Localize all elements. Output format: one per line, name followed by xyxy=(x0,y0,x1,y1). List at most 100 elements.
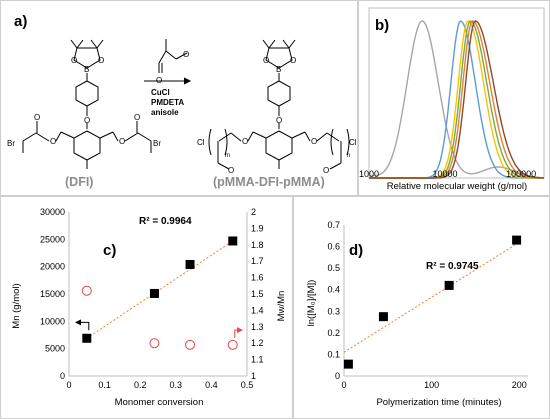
mn-conversion-chart: 0 0.1 0.2 0.3 0.4 0.5 0 5000 10000 15000 20000 2500… xyxy=(11,207,287,408)
kinetics-chart: 0 100 200 0 0.1 0.2 0.3 0.4 0.5 0.6 0.7 R² = 0.974… xyxy=(306,220,528,408)
y-right-tick-label: 1.9 xyxy=(251,223,264,233)
atom-label: Br xyxy=(7,139,15,148)
atom-label: O xyxy=(183,50,189,59)
atom-label: O xyxy=(263,56,269,65)
y-tick-label: 0.5 xyxy=(327,263,340,273)
y-right-tick-label: 1.5 xyxy=(251,289,264,299)
y-left-tick-label: 20000 xyxy=(40,262,65,272)
r2-label: R² = 0.9964 xyxy=(139,216,192,227)
y-left-tick-label: 25000 xyxy=(40,234,65,244)
data-point xyxy=(444,280,454,290)
x-tick-label: 1000 xyxy=(359,169,379,179)
atom-label: O xyxy=(34,113,40,122)
panel-d-label: d) xyxy=(349,242,364,259)
x-axis-title: Polymerization time (minutes) xyxy=(376,397,501,408)
mn-point xyxy=(228,236,238,246)
x-tick-label: 200 xyxy=(512,380,527,390)
y-tick-label: 0.2 xyxy=(327,328,340,338)
y-right-tick-label: 1.2 xyxy=(251,338,264,348)
x-tick-label: 100000 xyxy=(506,169,536,179)
y-tick-label: 0.4 xyxy=(327,285,340,295)
atom-label: O xyxy=(98,56,104,65)
atom-label: O xyxy=(323,166,329,175)
data-point xyxy=(343,359,353,369)
y-tick-label: 0.1 xyxy=(327,349,340,359)
panel-a: a) xyxy=(0,0,358,196)
atom-label: O xyxy=(50,137,56,146)
panel-a-label: a) xyxy=(14,13,28,30)
r2-label: R² = 0.9745 xyxy=(426,261,479,272)
reagent-cucl: CuCl xyxy=(151,88,170,97)
y-left-tick-label: 0 xyxy=(60,371,65,381)
atom-label: O xyxy=(134,113,140,122)
y-tick-label: 0.3 xyxy=(327,306,340,316)
mn-point xyxy=(149,288,159,298)
atom-label: O xyxy=(228,166,234,175)
y-right-tick-label: 1.4 xyxy=(251,305,264,315)
reagent-anisole: anisole xyxy=(151,108,179,117)
reaction-arrow xyxy=(144,39,192,85)
trend-line xyxy=(86,240,234,339)
atom-label: B xyxy=(84,65,89,74)
y-right-tick-label: 2 xyxy=(251,207,256,217)
pdi-point xyxy=(81,285,92,296)
y-left-tick-label: 15000 xyxy=(40,289,65,299)
atom-label: O xyxy=(276,116,282,125)
pmma-dfi-pmma-name: (pMMA-DFI-pMMA) xyxy=(213,175,325,189)
gpc-curve xyxy=(369,20,544,179)
y-right-tick-label: 1.7 xyxy=(251,256,264,266)
pdi-point xyxy=(185,339,196,350)
y-right-axis-title: Mw/Mn xyxy=(276,291,287,322)
dfi-structure xyxy=(22,39,152,169)
subscript-n: n xyxy=(347,153,350,159)
atom-label: Br xyxy=(153,139,161,148)
atom-label: O xyxy=(242,137,248,146)
y-right-tick-label: 1.6 xyxy=(251,273,264,283)
atom-label: O xyxy=(71,56,77,65)
x-tick-label: 0.4 xyxy=(205,380,218,390)
gpc-chart: 1000 10000 100000 Relative molecular weigh… xyxy=(359,7,545,192)
right-axis-arrowhead xyxy=(237,327,243,334)
x-axis-title: Relative molecular weight (g/mol) xyxy=(387,181,527,192)
panel-c-label: c) xyxy=(103,242,117,259)
y-left-tick-label: 10000 xyxy=(40,316,65,326)
atom-label: O xyxy=(84,116,90,125)
reagent-pmdeta: PMDETA xyxy=(151,98,184,107)
x-tick-label: 0.3 xyxy=(170,380,183,390)
x-tick-label: 0.5 xyxy=(241,380,254,390)
plot-frame xyxy=(368,7,545,179)
data-point xyxy=(378,312,388,322)
panel-d: 0 100 200 0 0.1 0.2 0.3 0.4 0.5 0.6 0.7 R² = 0.974… xyxy=(293,196,550,419)
x-tick-label: 0.1 xyxy=(98,380,111,390)
data-point xyxy=(512,235,522,245)
y-axis-title: ln([M₀]/[M]) xyxy=(306,280,317,327)
atom-label: O xyxy=(156,76,162,85)
y-tick-label: 0 xyxy=(335,371,340,381)
subscript-m: m xyxy=(225,153,230,159)
pmma-dfi-pmma-structure xyxy=(208,39,350,170)
atom-label: O xyxy=(119,137,125,146)
x-tick-label: 0 xyxy=(341,380,346,390)
y-left-tick-label: 30000 xyxy=(40,207,65,217)
pdi-point xyxy=(149,338,160,349)
y-left-tick-label: 5000 xyxy=(45,344,65,354)
atom-label: Cl xyxy=(197,138,205,147)
atom-label: B xyxy=(276,65,281,74)
y-tick-label: 0.6 xyxy=(327,242,340,252)
x-tick-label: 0 xyxy=(66,380,71,390)
gpc-curve xyxy=(368,20,545,179)
y-left-axis-title: Mn (g/mol) xyxy=(11,283,22,328)
x-tick-label: 0.2 xyxy=(134,380,147,390)
x-tick-label: 100 xyxy=(424,380,439,390)
panel-b-label: b) xyxy=(375,17,390,34)
y-right-tick-label: 1.8 xyxy=(251,240,264,250)
atom-label: Cl xyxy=(349,138,357,147)
mn-point xyxy=(82,333,92,343)
mn-point xyxy=(185,259,195,269)
atom-label: O xyxy=(311,137,317,146)
trend-line xyxy=(343,241,520,353)
atom-label: O xyxy=(290,56,296,65)
left-axis-arrowhead xyxy=(75,319,81,326)
pdi-point xyxy=(227,339,238,350)
dfi-name: (DFI) xyxy=(65,175,93,189)
